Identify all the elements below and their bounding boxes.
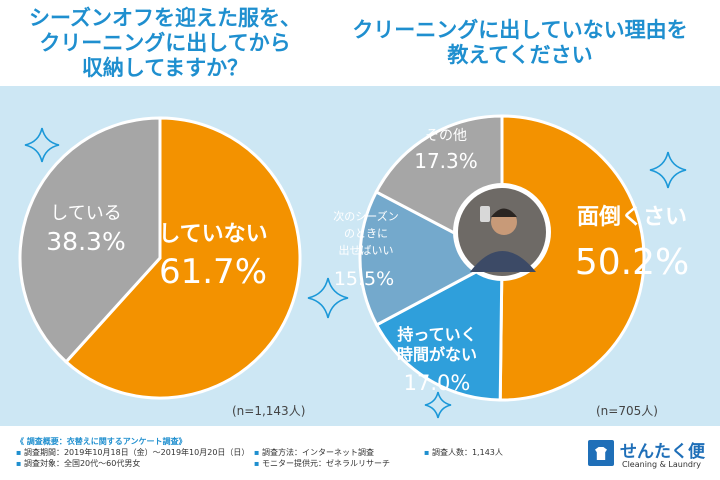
right-pie-slice-1 <box>374 255 504 402</box>
survey-notes: 《 調査概要：衣替えに関するアンケート調査》 ▪ 調査期間：2019年10月18… <box>16 436 576 469</box>
left-title-line-3: 収納してますか？ <box>81 56 249 80</box>
notes-monitor: モニター提供元：ゼネラルリサーチ <box>261 459 390 468</box>
notes-period: 調査期間：2019年10月18日（金）〜2019年10月20日（日） <box>23 448 250 457</box>
right-chart-title: クリーニングに出していない理由を 教えてください <box>340 18 700 68</box>
label-tsugi-line3: 出せばいい <box>339 243 394 257</box>
brand-logo: せんたく便 Cleaning & Laundry <box>588 436 714 472</box>
left-sample-size: (n=1,143人) <box>232 404 306 418</box>
notes-heading: 《 調査概要：衣替えに関するアンケート調査》 <box>16 437 187 446</box>
label-tsugi-line1: 次のシーズン <box>333 209 398 223</box>
brand-name: せんたく便 <box>620 442 705 462</box>
left-title-line-2: クリーニングに出してから <box>39 31 291 55</box>
left-pie-chart <box>18 116 302 400</box>
sparkle-icon-1 <box>24 127 60 163</box>
shirt-icon <box>588 440 614 466</box>
value-sonota: 17.3% <box>414 149 478 173</box>
left-pie-slice-0 <box>63 116 302 400</box>
notes-count: 調査人数：1,143人 <box>431 448 503 457</box>
left-chart-title: シーズンオフを迎えた服を、 クリーニングに出してから 収納してますか？ <box>0 6 330 81</box>
brand-subtitle: Cleaning & Laundry <box>622 460 701 469</box>
left-title-line-1: シーズンオフを迎えた服を、 <box>29 6 301 30</box>
label-shiteinai: していない <box>158 222 267 247</box>
value-mendoukusai: 50.2% <box>575 242 689 283</box>
notes-target: 調査対象：全国20代〜60代男女 <box>23 459 141 468</box>
sparkle-decorations <box>24 127 687 419</box>
label-mendoukusai: 面倒くさい <box>577 205 687 230</box>
person-photo <box>453 183 551 281</box>
sparkle-icon-4 <box>424 391 452 419</box>
label-tsugi-line2: のときに <box>344 227 388 240</box>
right-pie-slice-2 <box>358 189 506 327</box>
right-title-line-1: クリーニングに出していない理由を <box>352 18 688 42</box>
left-pie-slice-1 <box>18 116 162 364</box>
right-pie-slice-0 <box>498 114 646 402</box>
label-shiteiru: している <box>50 203 121 224</box>
value-tsugi: 15.5% <box>334 268 394 290</box>
value-jikan: 17.0% <box>404 371 471 395</box>
left-slice-labels: していない 61.7% している 38.3% <box>46 203 267 292</box>
value-shiteinai: 61.7% <box>159 252 267 292</box>
label-jikan-line2: 時間がない <box>397 345 477 364</box>
right-title-line-2: 教えてください <box>447 43 593 67</box>
right-pie-chart <box>358 114 646 402</box>
label-jikan-line1: 持っていく <box>397 325 476 344</box>
label-sonota: その他 <box>425 128 467 144</box>
right-sample-size: (n=705人) <box>596 404 658 418</box>
notes-method: 調査方法：インターネット調査 <box>261 448 374 457</box>
sparkle-icon-2 <box>307 277 349 319</box>
value-shiteiru: 38.3% <box>46 227 125 256</box>
sparkle-icon-3 <box>649 151 687 189</box>
right-slice-labels: 面倒くさい 50.2% 持っていく 時間がない 17.0% 次のシーズン のとき… <box>333 128 689 395</box>
